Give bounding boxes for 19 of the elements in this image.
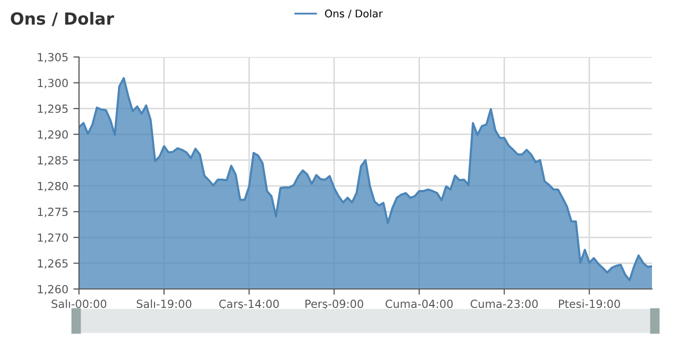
y-tick-label: 1,295: [38, 104, 68, 114]
x-tick-label: Çarş-14:00: [219, 300, 279, 310]
y-tick-label: 1,275: [38, 208, 68, 218]
legend-label: Ons / Dolar: [325, 9, 383, 18]
x-tick-label: Salı-00:00: [52, 299, 106, 308]
x-tick-label: Perş-09:00: [305, 300, 364, 310]
y-tick-label: 1,265: [38, 259, 68, 269]
x-tick-label: Cuma-04:00: [386, 300, 453, 308]
y-tick-label: 1,260: [38, 284, 68, 295]
x-tick-label: Cuma-23:00: [470, 300, 538, 308]
x-tick-label: Salı-19:00: [136, 299, 192, 308]
x-tick-label: Ptesi-19:00: [559, 299, 620, 308]
y-tick-label: 1,270: [38, 233, 68, 243]
y-tick-label: 1,305: [38, 52, 68, 63]
y-tick-label: 1,285: [38, 156, 68, 166]
y-tick-label: 1,290: [38, 130, 68, 140]
y-tick-label: 1,280: [38, 182, 68, 192]
chart-title: Ons / Dolar: [10, 12, 114, 26]
y-tick-label: 1,300: [38, 78, 68, 88]
